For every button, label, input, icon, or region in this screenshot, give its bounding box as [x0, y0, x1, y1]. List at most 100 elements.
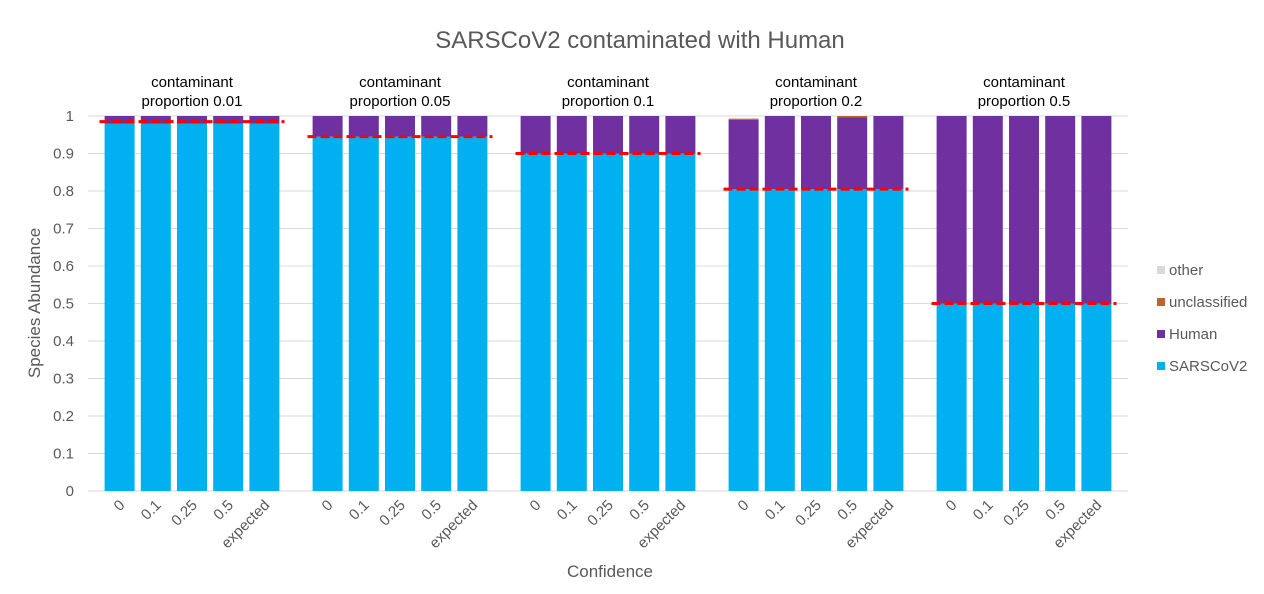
bar-segment-sarscov2	[1009, 303, 1039, 491]
bar-segment-human	[801, 116, 831, 190]
x-tick-label: 0.25	[376, 497, 409, 530]
bar-segment-human	[1045, 116, 1076, 304]
panel-titles: contaminant proportion 0.01 contaminant pro…	[142, 74, 1071, 110]
panel-title-line1: contaminant	[359, 74, 442, 91]
bar-segment-human	[936, 116, 967, 304]
bar-segment-human	[348, 116, 379, 137]
x-tick-label: 0.1	[970, 497, 997, 524]
y-tick-label: 0.9	[53, 146, 74, 163]
bar-segment-sarscov2	[665, 153, 696, 491]
bar-segment-human	[556, 116, 587, 154]
panel-title-line2: proportion 0.05	[350, 93, 451, 110]
legend-swatch-unclassified	[1157, 298, 1165, 306]
y-tick-label: 0.1	[53, 446, 74, 463]
bar-segment-sarscov2	[764, 189, 795, 491]
x-axis-title: Confidence	[567, 562, 653, 581]
bar-segment-sarscov2	[801, 189, 831, 491]
bar-segment-sarscov2	[249, 123, 280, 491]
bar-segment-human	[249, 116, 280, 124]
bar-segment-human	[972, 116, 1003, 304]
bar-segment-human	[665, 116, 696, 154]
expected-lines	[99, 120, 1117, 305]
y-tick-label: 0.7	[53, 221, 74, 238]
bar-segment-sarscov2	[936, 303, 967, 491]
bar-segment-human	[629, 116, 660, 154]
bar-segment-sarscov2	[873, 189, 904, 491]
bar-segment-human	[764, 116, 795, 190]
bar-segment-human	[177, 116, 207, 124]
panel-title-line2: proportion 0.2	[770, 93, 863, 110]
bar-segment-human	[1009, 116, 1039, 304]
bar-segment-human	[520, 116, 551, 154]
y-tick-label: 0.5	[53, 296, 74, 313]
panel-title-line1: contaminant	[151, 74, 234, 91]
panel-title-line2: proportion 0.01	[142, 93, 243, 110]
x-tick-label: 0.1	[138, 497, 165, 524]
bar-segment-sarscov2	[104, 123, 135, 491]
bar-segment-human	[140, 116, 171, 124]
bar-segment-human	[457, 116, 488, 137]
bar-segment-sarscov2	[556, 153, 587, 491]
bar-segment-sarscov2	[177, 123, 207, 491]
bar-segment-unclassified	[837, 116, 868, 118]
x-tick-label: 0.5	[1042, 497, 1069, 524]
y-axis-title: Species Abundance	[25, 228, 44, 378]
x-tick-label: 0.1	[554, 497, 581, 524]
bar-segment-sarscov2	[837, 189, 868, 491]
x-tick-label: 0	[527, 497, 545, 515]
legend-label-other: other	[1169, 262, 1203, 279]
legend-label-sarscov2: SARSCoV2	[1169, 358, 1247, 375]
legend-swatch-other	[1157, 266, 1165, 274]
x-tick-label: 0.25	[1000, 497, 1033, 530]
legend: other unclassified Human SARSCoV2	[1157, 262, 1247, 375]
bar-segment-human	[312, 116, 343, 137]
panel-title-line1: contaminant	[567, 74, 650, 91]
bar-segment-sarscov2	[1081, 303, 1112, 491]
bar-segment-human	[593, 116, 623, 154]
legend-swatch-human	[1157, 330, 1165, 338]
x-tick-label: 0.5	[834, 497, 861, 524]
y-tick-label: 0.4	[53, 333, 74, 350]
bar-segment-sarscov2	[348, 136, 379, 491]
x-tick-label: 0	[943, 497, 961, 515]
bar-segment-human	[104, 116, 135, 124]
bar-segment-sarscov2	[385, 136, 415, 491]
x-tick-label: 0.25	[168, 497, 201, 530]
bar-segment-sarscov2	[520, 153, 551, 491]
bar-segment-sarscov2	[1045, 303, 1076, 491]
bar-segment-sarscov2	[421, 136, 452, 491]
bar-segment-sarscov2	[213, 123, 244, 491]
x-tick-label: 0.25	[792, 497, 825, 530]
x-tick-label: 0.5	[210, 497, 237, 524]
x-tick-label: 0	[735, 497, 753, 515]
y-tick-label: 0.8	[53, 183, 74, 200]
x-tick-label: 0	[319, 497, 337, 515]
bar-segment-sarscov2	[140, 123, 171, 491]
bar-segment-sarscov2	[593, 153, 623, 491]
bar-segment-sarscov2	[312, 136, 343, 491]
y-tick-label: 0.3	[53, 371, 74, 388]
bar-segment-human	[837, 117, 868, 190]
y-tick-label: 0	[66, 483, 74, 500]
y-tick-label: 0.2	[53, 408, 74, 425]
bar-segment-human	[873, 116, 904, 190]
legend-swatch-sarscov2	[1157, 362, 1165, 370]
y-tick-label: 0.6	[53, 258, 74, 275]
x-tick-label: 0.1	[762, 497, 789, 524]
bar-segment-human	[385, 116, 415, 137]
legend-label-human: Human	[1169, 326, 1217, 343]
bar-segment-human	[1081, 116, 1112, 304]
bars	[104, 116, 1112, 491]
bar-segment-sarscov2	[728, 189, 759, 491]
bar-segment-human	[728, 119, 759, 190]
bar-segment-human	[421, 116, 452, 137]
x-tick-label: 0.25	[584, 497, 617, 530]
panel-title-line1: contaminant	[983, 74, 1066, 91]
legend-label-unclassified: unclassified	[1169, 294, 1247, 311]
bar-segment-sarscov2	[629, 153, 660, 491]
x-tick-label: 0.5	[626, 497, 653, 524]
y-tick-label: 1	[66, 108, 74, 125]
x-tick-label: 0	[111, 497, 129, 515]
